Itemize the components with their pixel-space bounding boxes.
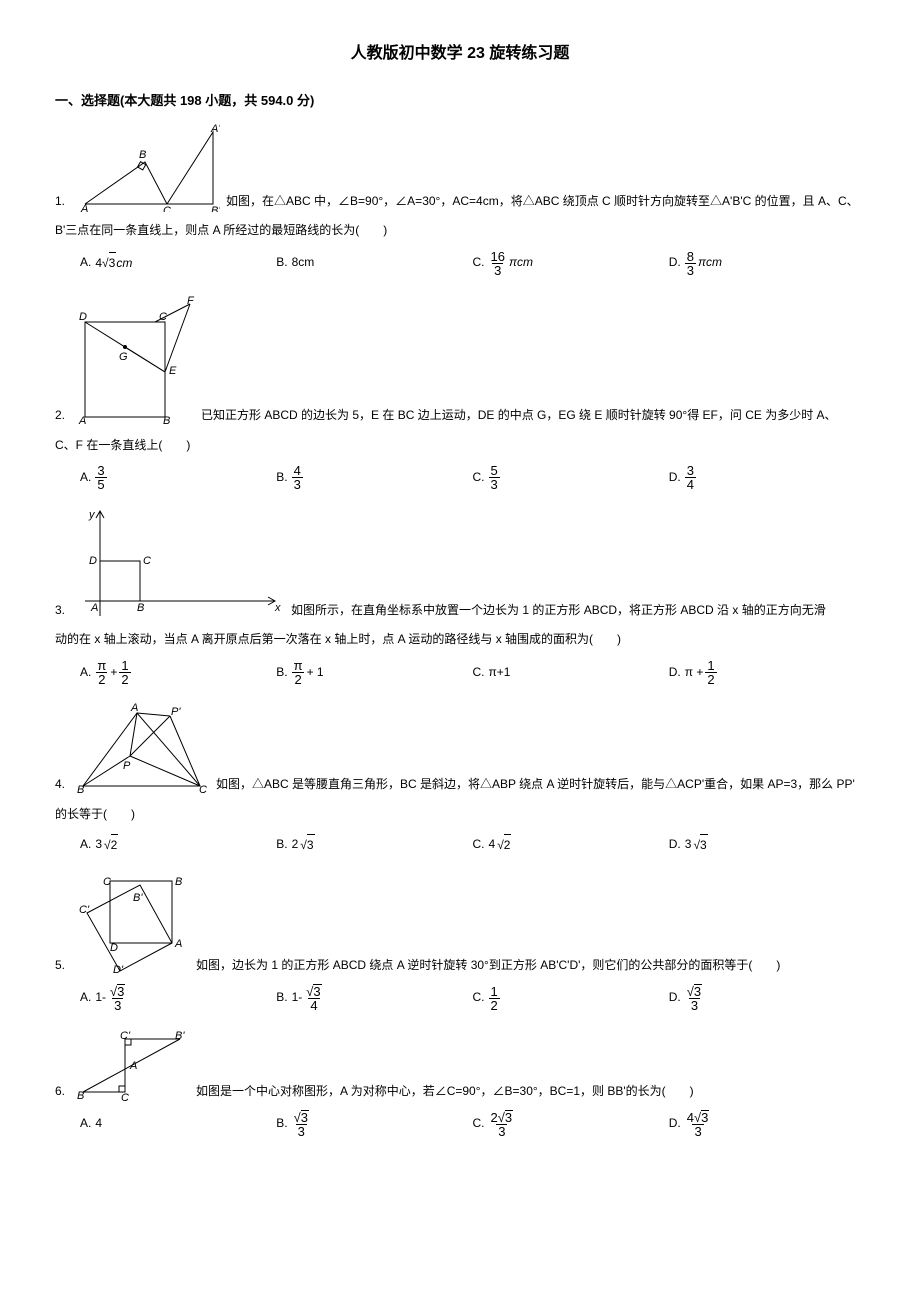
q4-choices: A. 32 B. 23 C. 42 D. 33 [55, 834, 865, 857]
svg-text:B': B' [211, 205, 220, 212]
q2-choice-c: C. 53 [473, 464, 669, 491]
q1-choice-d: D. 83πcm [669, 250, 865, 277]
q1-choice-a: A. 43cm [80, 252, 276, 275]
svg-text:B: B [77, 784, 84, 796]
svg-text:P: P [123, 760, 131, 772]
question-3: 3. A B C D x y 如图所示，在直角坐标系中放置一个边长为 1 的正方形 A… [55, 506, 865, 686]
q6-choice-c: C. 233 [473, 1110, 669, 1138]
svg-text:C: C [159, 311, 167, 323]
q3-continuation: 动的在 x 轴上滚动，当点 A 离开原点后第一次落在 x 轴上时，点 A 运动的… [55, 629, 865, 651]
q5-number: 5. [55, 955, 65, 977]
q6-choice-d: D. 433 [669, 1110, 865, 1138]
q1-number: 1. [55, 191, 65, 213]
q2-choice-d: D. 34 [669, 464, 865, 491]
q2-continuation: C、F 在一条直线上( ) [55, 435, 865, 457]
svg-text:C: C [121, 1092, 129, 1102]
q3-choice-b: B. π2 + 1 [276, 659, 472, 686]
q1-choice-b: B. 8cm [276, 252, 472, 274]
svg-text:C: C [103, 876, 111, 888]
q2-number: 2. [55, 405, 65, 427]
q2-choice-a: A. 35 [80, 464, 276, 491]
page-title: 人教版初中数学 23 旋转练习题 [55, 40, 865, 69]
q6-number: 6. [55, 1081, 65, 1103]
svg-text:A: A [129, 1060, 137, 1072]
q3-choice-d: D. π + 12 [669, 659, 865, 686]
q2-choice-b: B. 43 [276, 464, 472, 491]
q3-number: 3. [55, 600, 65, 622]
q6-figure: B C A C' B' [75, 1027, 190, 1102]
q1-choice-c: C. 163πcm [473, 250, 669, 277]
q5-choices: A. 1- 33 B. 1- 34 C. 12 D. 33 [55, 984, 865, 1012]
svg-text:B': B' [175, 1030, 185, 1042]
svg-text:C: C [199, 784, 207, 796]
svg-text:P': P' [171, 706, 181, 718]
q5-text: 如图，边长为 1 的正方形 ABCD 绕点 A 逆时针旋转 30°到正方形 AB… [196, 955, 865, 977]
q2-choices: A. 35 B. 43 C. 53 D. 34 [55, 464, 865, 491]
q5-choice-b: B. 1- 34 [276, 984, 472, 1012]
q1-continuation: B'三点在同一条直线上，则点 A 所经过的最短路线的长为( ) [55, 220, 865, 242]
svg-text:C: C [143, 555, 151, 567]
svg-text:A: A [130, 702, 138, 714]
q4-text: 如图，△ABC 是等腰直角三角形，BC 是斜边，将△ABP 绕点 A 逆时针旋转… [216, 774, 865, 796]
svg-text:E: E [169, 365, 177, 377]
svg-text:B: B [163, 415, 170, 427]
q3-choices: A. π2 + 12 B. π2 + 1 C. π+1 D. π + 12 [55, 659, 865, 686]
q4-choice-d: D. 33 [669, 834, 865, 857]
svg-text:B: B [77, 1090, 84, 1102]
q2-figure: A B C D E F G [75, 292, 195, 427]
svg-text:D': D' [113, 964, 124, 976]
q3-text: 如图所示，在直角坐标系中放置一个边长为 1 的正方形 ABCD，将正方形 ABC… [291, 600, 865, 622]
svg-text:B: B [137, 602, 144, 614]
svg-text:C: C [163, 205, 171, 212]
q4-figure: B C A P P' [75, 701, 210, 796]
svg-text:F: F [187, 295, 195, 307]
svg-text:B: B [175, 876, 182, 888]
q3-figure: A B C D x y [75, 506, 285, 621]
svg-text:A: A [90, 602, 98, 614]
q5-choice-a: A. 1- 33 [80, 984, 276, 1012]
svg-text:B: B [139, 149, 146, 161]
question-5: 5. A B C D B' C' D' 如图，边长为 1 的正方形 ABCD 绕点 A… [55, 871, 865, 1012]
q1-choices: A. 43cm B. 8cm C. 163πcm D. 83πcm [55, 250, 865, 277]
q4-number: 4. [55, 774, 65, 796]
q1-text: 如图，在△ABC 中，∠B=90°，∠A=30°，AC=4cm，将△ABC 绕顶… [226, 191, 865, 213]
svg-text:C': C' [79, 904, 90, 916]
q6-choices: A. 4 B. 33 C. 233 D. 433 [55, 1110, 865, 1138]
svg-text:D: D [110, 942, 118, 954]
svg-text:A': A' [210, 123, 220, 135]
svg-text:A: A [174, 938, 182, 950]
svg-text:G: G [119, 351, 128, 363]
section-header: 一、选择题(本大题共 198 小题，共 594.0 分) [55, 89, 865, 112]
question-1: 1. A B C B' A' 如图，在△ABC 中，∠B=90°，∠A=30°，AC… [55, 122, 865, 277]
q1-figure: A B C B' A' [75, 122, 220, 212]
q6-text: 如图是一个中心对称图形，A 为对称中心，若∠C=90°，∠B=30°，BC=1，… [196, 1081, 865, 1103]
svg-text:y: y [88, 509, 96, 521]
svg-text:B': B' [133, 892, 143, 904]
q3-choice-a: A. π2 + 12 [80, 659, 276, 686]
svg-text:D: D [79, 311, 87, 323]
q5-choice-d: D. 33 [669, 984, 865, 1012]
q6-choice-a: A. 4 [80, 1113, 276, 1135]
q4-choice-a: A. 32 [80, 834, 276, 857]
q6-choice-b: B. 33 [276, 1110, 472, 1138]
svg-text:A: A [78, 415, 86, 427]
question-6: 6. B C A C' B' 如图是一个中心对称图形，A 为对称中心，若∠C=90°… [55, 1027, 865, 1138]
q4-continuation: 的长等于( ) [55, 804, 865, 826]
q3-choice-c: C. π+1 [473, 662, 669, 684]
svg-text:C': C' [120, 1030, 131, 1042]
q4-choice-c: C. 42 [473, 834, 669, 857]
q5-figure: A B C D B' C' D' [75, 871, 190, 976]
question-2: 2. A B C D E F G 已知正方形 ABCD 的边长为 5，E 在 BC 边… [55, 292, 865, 492]
q2-text: 已知正方形 ABCD 的边长为 5，E 在 BC 边上运动，DE 的中点 G，E… [201, 405, 865, 427]
question-4: 4. B C A P P' 如图，△ABC 是等腰直角三角形，BC 是斜边，将△AB… [55, 701, 865, 856]
svg-text:D: D [89, 555, 97, 567]
q5-choice-c: C. 12 [473, 985, 669, 1012]
svg-text:A: A [80, 203, 88, 212]
q4-choice-b: B. 23 [276, 834, 472, 857]
svg-text:x: x [274, 602, 281, 614]
